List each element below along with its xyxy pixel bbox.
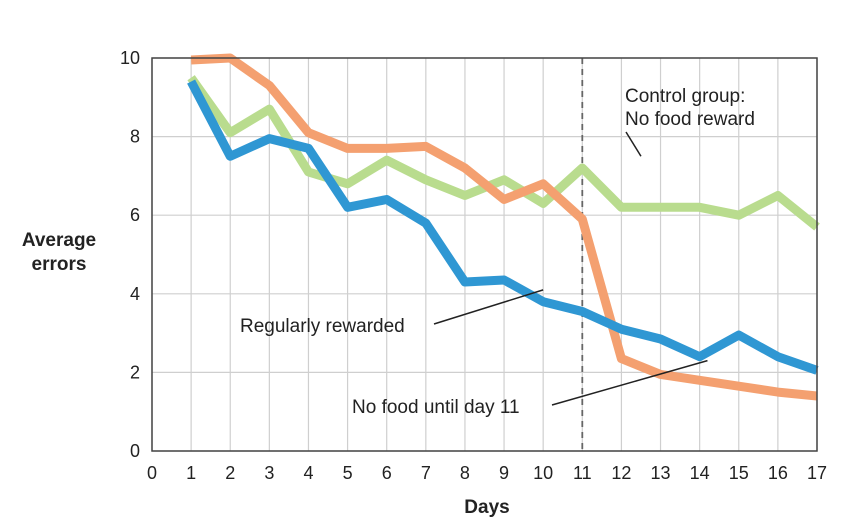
series-line-control xyxy=(187,75,820,231)
x-tick-label: 13 xyxy=(651,463,671,483)
x-tick-label: 17 xyxy=(807,463,827,483)
x-tick-label: 8 xyxy=(460,463,470,483)
x-tick-label: 10 xyxy=(533,463,553,483)
x-tick-label: 6 xyxy=(382,463,392,483)
control-annotation-line-2: No food reward xyxy=(625,109,755,130)
delayed-leader-line xyxy=(551,359,708,406)
plot-frame xyxy=(151,57,818,452)
x-tick-label: 3 xyxy=(264,463,274,483)
y-tick-label: 10 xyxy=(120,48,140,68)
x-tick-label: 9 xyxy=(499,463,509,483)
x-tick-label: 1 xyxy=(186,463,196,483)
x-tick-label: 16 xyxy=(768,463,788,483)
control-annotation-line-1: Control group: xyxy=(625,86,745,107)
x-tick-label: 0 xyxy=(147,463,157,483)
y-tick-label: 6 xyxy=(130,205,140,225)
y-axis-title-line-1: Average xyxy=(22,230,96,251)
y-tick-label: 0 xyxy=(130,441,140,461)
x-tick-label: 12 xyxy=(611,463,631,483)
x-axis-title: Days xyxy=(464,497,509,518)
delayed-annotation: No food until day 11 xyxy=(352,397,520,418)
x-tick-label: 5 xyxy=(343,463,353,483)
x-tick-label: 4 xyxy=(303,463,313,483)
y-tick-label: 2 xyxy=(130,362,140,382)
series-line-rewarded xyxy=(187,79,819,375)
x-tick-label: 11 xyxy=(573,463,592,483)
y-tick-label: 8 xyxy=(130,127,140,147)
x-tick-label: 15 xyxy=(729,463,749,483)
control-leader-line xyxy=(625,131,642,157)
y-tick-label: 4 xyxy=(130,284,140,304)
x-tick-label: 14 xyxy=(690,463,710,483)
x-tick-labels: 0 1 2 3 4 5 6 7 8 9 10 11 12 13 14 15 16 17 xyxy=(147,463,827,483)
series-line-delayed xyxy=(190,53,818,401)
y-axis-title-line-2: errors xyxy=(32,254,87,275)
x-tick-label: 2 xyxy=(225,463,235,483)
series-lines xyxy=(187,53,820,401)
rewarded-annotation: Regularly rewarded xyxy=(240,316,405,337)
x-tick-label: 7 xyxy=(421,463,431,483)
rewarded-leader-line xyxy=(433,289,544,325)
y-tick-labels: 0 2 4 6 8 10 xyxy=(120,48,140,461)
